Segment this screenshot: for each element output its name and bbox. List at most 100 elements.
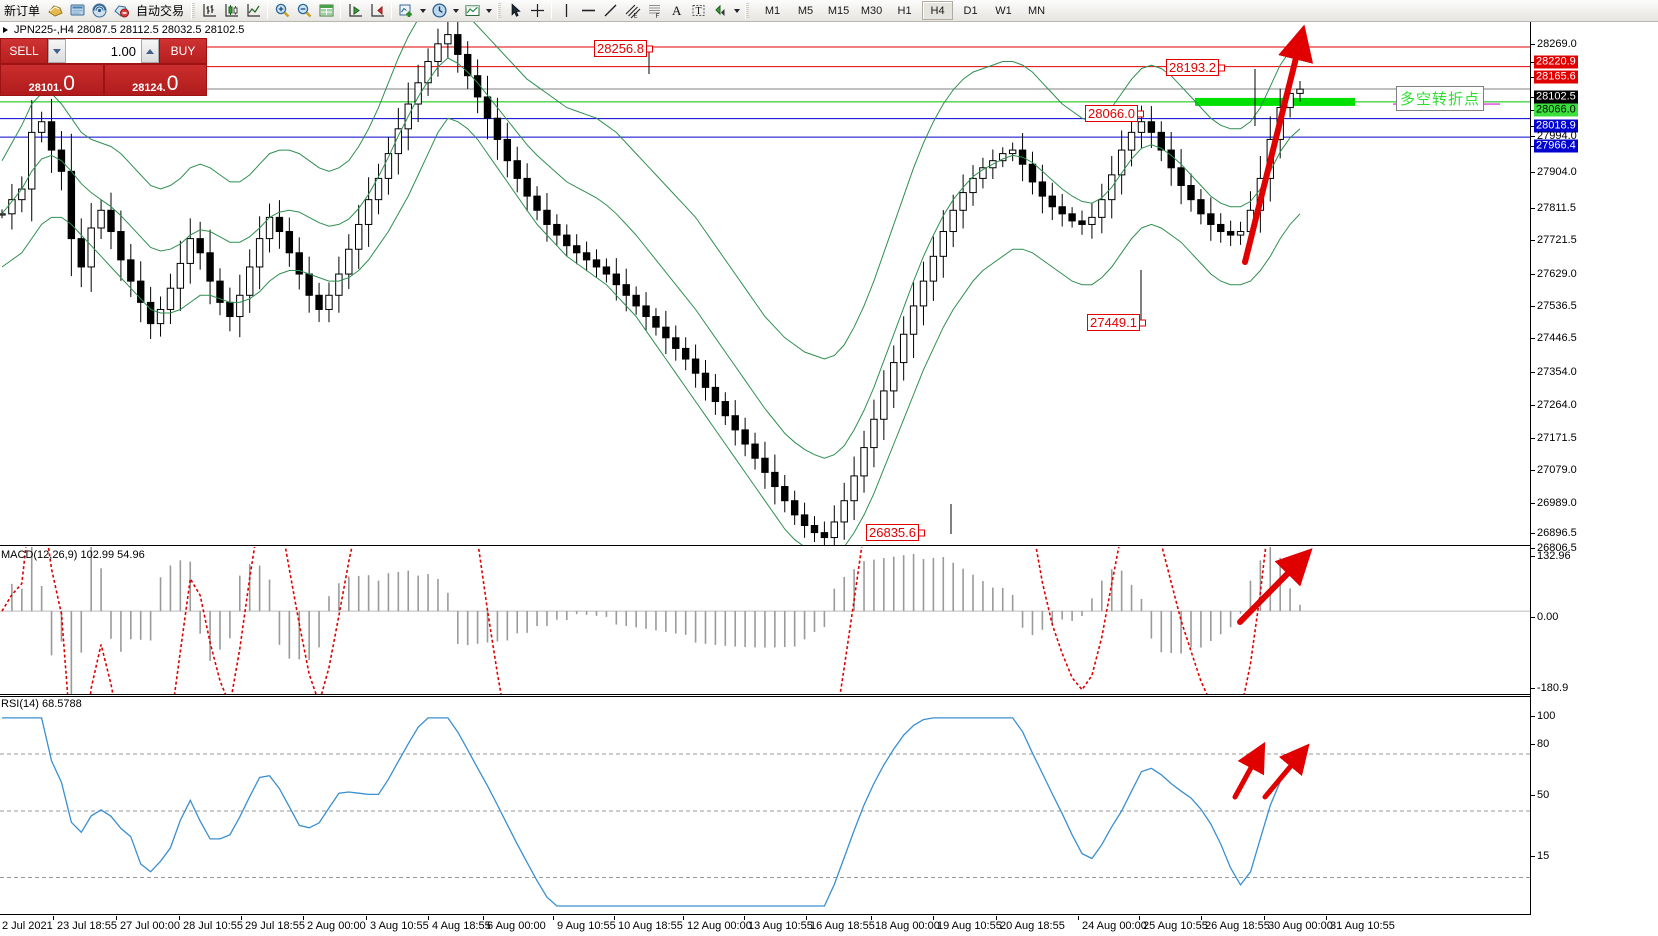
signals-icon[interactable] bbox=[88, 1, 110, 21]
sell-button[interactable]: SELL bbox=[0, 38, 48, 64]
price-callout[interactable]: 28193.2 bbox=[1166, 59, 1219, 76]
time-label: 16 Aug 18:55 bbox=[810, 920, 875, 932]
period-clock-icon[interactable] bbox=[428, 1, 450, 21]
price-callout[interactable]: 27449.1 bbox=[1087, 314, 1140, 331]
time-tick bbox=[871, 916, 872, 920]
rsi-axis-tick bbox=[1531, 716, 1535, 717]
bar-chart-icon[interactable] bbox=[198, 1, 220, 21]
price-label: 27171.5 bbox=[1537, 432, 1577, 444]
text-label-icon[interactable]: T bbox=[687, 1, 709, 21]
arrows-shapes-icon[interactable] bbox=[709, 1, 731, 21]
main-price-pane[interactable] bbox=[0, 22, 1530, 545]
price-callout[interactable]: 28256.8 bbox=[594, 40, 647, 57]
terminal-icon[interactable] bbox=[66, 1, 88, 21]
time-label: 4 Aug 18:55 bbox=[432, 920, 491, 932]
new-order-button[interactable]: 新订单 bbox=[4, 4, 41, 18]
price-tick bbox=[1531, 146, 1535, 147]
time-axis-separator bbox=[0, 914, 1658, 915]
time-label: 28 Jul 10:55 bbox=[183, 920, 243, 932]
time-label: 19 Aug 10:55 bbox=[937, 920, 1002, 932]
time-tick bbox=[806, 916, 807, 920]
timeframe-h4[interactable]: H4 bbox=[922, 1, 954, 20]
equidistant-channel-icon[interactable]: E bbox=[621, 1, 643, 21]
market-icon[interactable] bbox=[110, 1, 132, 21]
price-tick bbox=[1531, 503, 1535, 504]
fibonacci-icon[interactable]: F bbox=[643, 1, 665, 21]
cursor-icon[interactable] bbox=[504, 1, 526, 21]
macd-axis-tick bbox=[1531, 688, 1535, 689]
timeframe-m1[interactable]: M1 bbox=[764, 4, 781, 17]
volume-decrease-button[interactable] bbox=[48, 39, 66, 63]
timeframe-mn[interactable]: MN bbox=[1027, 4, 1046, 17]
time-label: 31 Aug 10:55 bbox=[1330, 920, 1395, 932]
rsi-pane[interactable] bbox=[0, 697, 1530, 915]
timeframe-w1[interactable]: W1 bbox=[995, 4, 1012, 17]
toolbar-grip-2[interactable] bbox=[497, 2, 502, 19]
zoom-in-icon[interactable] bbox=[271, 1, 293, 21]
time-tick bbox=[241, 916, 242, 920]
macd-axis-tick bbox=[1531, 556, 1535, 557]
templates-icon[interactable] bbox=[461, 1, 483, 21]
candlestick-chart-icon[interactable] bbox=[220, 1, 242, 21]
toolbar-grip[interactable] bbox=[191, 2, 196, 19]
crosshair-icon[interactable] bbox=[526, 1, 548, 21]
time-tick bbox=[1264, 916, 1265, 920]
price-tick bbox=[1531, 136, 1535, 137]
volume-field[interactable]: 1.00 bbox=[48, 38, 159, 64]
toolbar-grip-3[interactable] bbox=[745, 2, 750, 19]
macd-indicator-label: MACD(12,26,9) 102.99 54.96 bbox=[1, 549, 145, 561]
sell-price[interactable]: 28101. 0 bbox=[0, 64, 104, 96]
time-tick bbox=[428, 916, 429, 920]
time-tick bbox=[483, 916, 484, 920]
line-chart-icon[interactable] bbox=[242, 1, 264, 21]
time-label: 20 Aug 18:55 bbox=[1000, 920, 1065, 932]
templates-dropdown-arrow[interactable] bbox=[483, 1, 494, 21]
price-callout[interactable]: 28066.0 bbox=[1085, 105, 1138, 122]
zoom-out-icon[interactable] bbox=[293, 1, 315, 21]
price-label: 27354.0 bbox=[1537, 366, 1577, 378]
timeframe-m15[interactable]: M15 bbox=[827, 4, 850, 17]
time-label: 24 Aug 00:00 bbox=[1082, 920, 1147, 932]
add-indicator-dropdown-arrow[interactable] bbox=[417, 1, 428, 21]
price-tick bbox=[1531, 172, 1535, 173]
timeframe-h1[interactable]: H1 bbox=[897, 4, 912, 17]
vertical-line-icon[interactable] bbox=[555, 1, 577, 21]
add-indicator-icon[interactable] bbox=[395, 1, 417, 21]
macd-pane[interactable] bbox=[0, 547, 1530, 695]
timeframe-m5[interactable]: M5 bbox=[797, 4, 814, 17]
chart-shift-icon[interactable] bbox=[344, 1, 366, 21]
time-tick bbox=[179, 916, 180, 920]
price-tick bbox=[1531, 438, 1535, 439]
time-tick bbox=[366, 916, 367, 920]
price-tick bbox=[1531, 470, 1535, 471]
autotrading-button[interactable]: 自动交易 bbox=[136, 4, 185, 18]
macd-axis-tick bbox=[1531, 617, 1535, 618]
data-window-icon[interactable] bbox=[315, 1, 337, 21]
price-axis[interactable]: 28269.0 28220.9 28165.6 28102.5 28066.0 28018… bbox=[1530, 22, 1658, 915]
period-dropdown-arrow[interactable] bbox=[450, 1, 461, 21]
time-tick bbox=[553, 916, 554, 920]
auto-scroll-icon[interactable] bbox=[366, 1, 388, 21]
toolbar-divider-3 bbox=[391, 2, 393, 19]
time-label: 23 Jul 18:55 bbox=[57, 920, 117, 932]
text-icon[interactable]: A bbox=[665, 1, 687, 21]
charts-icon[interactable] bbox=[44, 1, 66, 21]
shapes-dropdown-arrow[interactable] bbox=[731, 1, 742, 21]
buy-price[interactable]: 28124. 0 bbox=[103, 64, 207, 96]
horizontal-line-icon[interactable] bbox=[577, 1, 599, 21]
time-axis[interactable]: 2 Jul 2021 23 Jul 18:55 27 Jul 00:00 28 Jul… bbox=[0, 916, 1658, 936]
chart-collapse-icon[interactable] bbox=[3, 26, 8, 33]
trendline-icon[interactable] bbox=[599, 1, 621, 21]
volume-increase-button[interactable] bbox=[141, 39, 159, 63]
price-tick bbox=[1531, 533, 1535, 534]
svg-text:E: E bbox=[633, 14, 637, 20]
buy-button[interactable]: BUY bbox=[159, 38, 207, 64]
price-callout[interactable]: 26835.6 bbox=[866, 524, 919, 541]
timeframe-m30[interactable]: M30 bbox=[860, 4, 883, 17]
price-tick bbox=[1531, 372, 1535, 373]
timeframe-d1[interactable]: D1 bbox=[963, 4, 978, 17]
price-tick bbox=[1531, 240, 1535, 241]
one-click-trading-panel[interactable]: SELL 1.00 BUY 28101. 0 28124. 0 bbox=[0, 38, 207, 96]
price-label: 28269.0 bbox=[1537, 38, 1577, 50]
time-tick bbox=[53, 916, 54, 920]
